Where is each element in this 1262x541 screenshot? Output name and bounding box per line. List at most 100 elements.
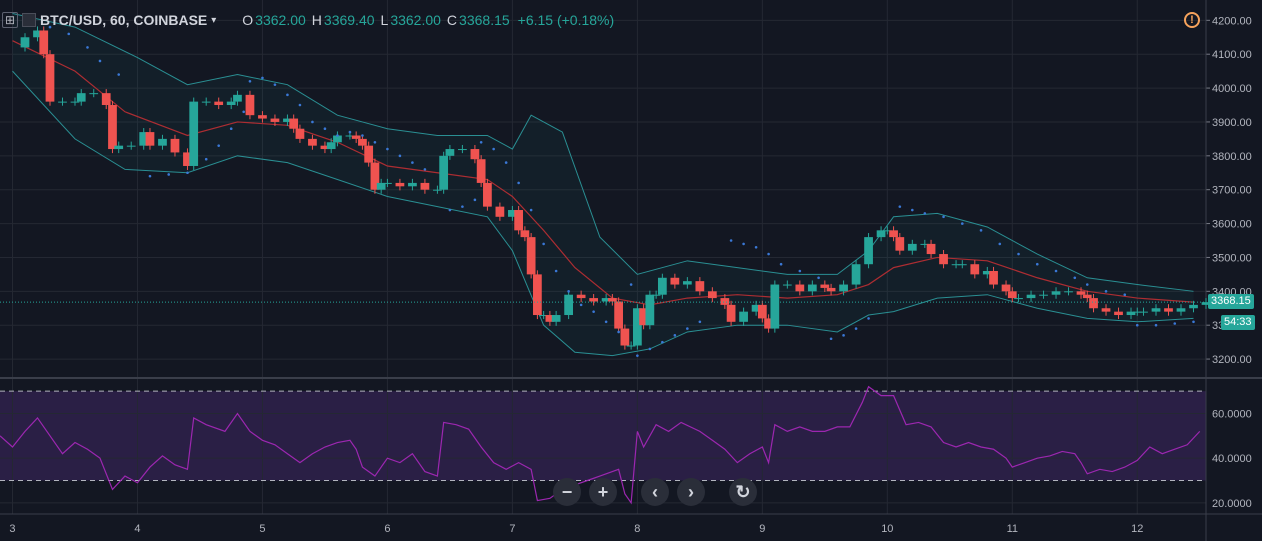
scroll-forward-button[interactable]: › [677,478,705,506]
y-tick-label: 3500.00 [1212,252,1252,264]
candle-body [214,101,224,106]
sar-dot [961,222,964,225]
candle-body [751,304,761,312]
candle-body [564,294,574,316]
candle-body [39,30,49,55]
sar-dot [842,334,845,337]
candle-body [333,135,342,143]
candle-body [233,94,242,102]
candle-body [820,284,830,288]
sar-dot [754,245,758,249]
candle-body [445,149,455,156]
candle-body [226,101,236,106]
zoom-in-button[interactable]: + [589,478,617,506]
candle-body [108,105,117,150]
sar-dot [942,215,945,219]
y-tick-label: 3200.00 [1212,354,1252,366]
candle-body [614,301,623,329]
candle-body [320,145,330,150]
x-tick-label: 6 [384,523,390,535]
last-price-tag: 3368.15 [1208,294,1254,310]
candle-body [1026,294,1036,299]
candle-body [408,182,417,187]
candle-body [1014,298,1023,300]
candle-body [1114,311,1123,316]
candle-body [483,182,492,207]
y-tick-label: 3900.00 [1212,117,1252,129]
candle-body [376,182,386,190]
candle-body [45,54,55,102]
candle-body [639,308,648,326]
sar-dot [1104,290,1108,293]
sar-dot [348,130,352,134]
sar-dot [529,208,533,212]
candle-body [539,315,549,317]
candle-body [158,138,167,146]
sar-dot [204,157,208,161]
rsi-y-tick-label: 60.0000 [1212,409,1252,421]
candle-body [1132,311,1142,313]
candle-body [395,182,405,187]
candle-body [370,162,380,190]
candle-body [876,230,886,238]
scroll-back-button[interactable]: ‹ [641,478,669,506]
candle-body [33,30,42,38]
candle-body [139,132,149,146]
low-label: L [380,12,389,28]
sar-dot [742,242,745,246]
candle-body [826,287,836,292]
x-tick-label: 12 [1131,523,1143,535]
candle-body [1064,291,1073,293]
candle-body [458,149,467,151]
symbol-label[interactable]: BTC/USD, 60, COINBASE [40,12,208,28]
countdown-tag: 54:33 [1221,315,1255,330]
sar-dot [1085,283,1089,286]
sar-dot [898,205,902,208]
sar-dot [98,59,102,63]
candle-body [670,277,680,285]
sar-dot [167,173,171,176]
candle-body [383,182,392,184]
zoom-out-button[interactable]: − [553,478,581,506]
candle-body [201,101,211,103]
sar-dot [67,32,71,36]
candle-body [695,281,705,292]
candle-body [982,270,992,275]
candle-body [807,284,817,292]
sar-dot [361,134,364,137]
sar-dot [323,127,327,131]
candle-body [20,37,30,48]
candle-body [351,135,361,139]
sar-dot [554,269,558,273]
warning-icon[interactable]: ! [1184,12,1200,28]
y-tick-label: 3700.00 [1212,185,1252,197]
candle-body [70,101,80,103]
symbol-square-icon [22,13,36,27]
sar-dot [767,252,770,256]
candle-body [326,142,336,150]
candle-body [864,237,873,265]
candle-body [1189,304,1198,309]
sar-dot [298,103,302,107]
sar-dot [798,269,802,273]
candle-body [89,93,99,95]
sar-dot [398,154,402,158]
candle-body [720,298,730,305]
y-tick-label: 4100.00 [1212,49,1252,61]
candle-body [989,270,998,285]
chart-navigation: − + ‹ › ↻ [553,478,757,506]
reset-chart-button[interactable]: ↻ [729,478,757,506]
open-label: O [242,12,254,28]
close-value: 3368.15 [459,12,510,28]
sar-dot [242,110,245,114]
x-tick-label: 5 [259,523,265,535]
bollinger-fill [12,13,1194,356]
sar-dot [661,340,664,344]
rsi-y-tick-label: 20.0000 [1212,498,1252,510]
sar-dot [829,337,833,341]
expand-icon[interactable]: ⊞ [2,12,18,28]
sar-dot [1135,323,1139,327]
symbol-dropdown-icon[interactable]: ▾ [211,14,217,26]
x-tick-label: 9 [759,523,765,535]
